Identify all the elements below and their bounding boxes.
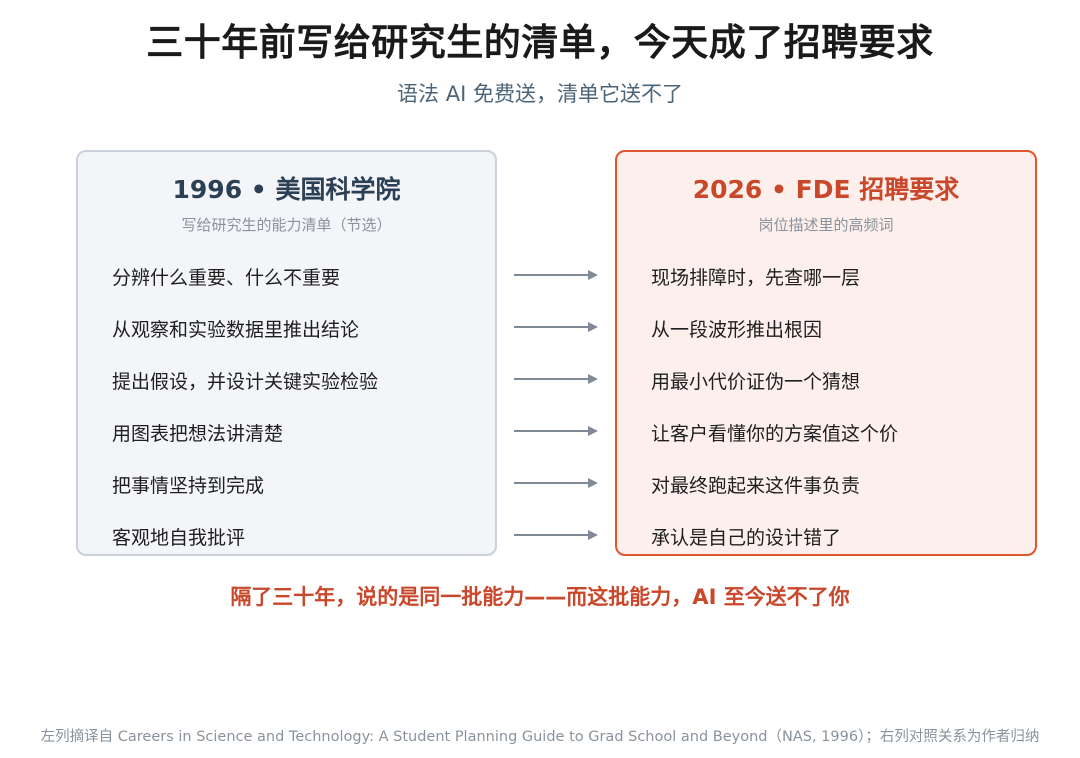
arrow-right-icon bbox=[514, 322, 598, 332]
right-item: 用最小代价证伪一个猜想 bbox=[651, 371, 861, 393]
left-item-list: 分辨什么重要、什么不重要 从观察和实验数据里推出结论 提出假设，并设计关键实验检… bbox=[112, 262, 485, 574]
arrow-right-icon bbox=[514, 374, 598, 384]
source-footnote: 左列摘译自 Careers in Science and Technology:… bbox=[40, 729, 1040, 745]
right-item: 对最终跑起来这件事负责 bbox=[651, 475, 861, 497]
left-item: 把事情坚持到完成 bbox=[112, 475, 265, 497]
left-item: 提出假设，并设计关键实验检验 bbox=[112, 371, 379, 393]
arrow-column bbox=[510, 258, 600, 570]
arrow-right-icon bbox=[514, 478, 598, 488]
left-item: 客观地自我批评 bbox=[112, 527, 246, 549]
right-item: 承认是自己的设计错了 bbox=[651, 527, 842, 549]
right-item-list: 现场排障时，先查哪一层 从一段波形推出根因 用最小代价证伪一个猜想 让客户看懂你… bbox=[651, 262, 1025, 574]
right-item: 让客户看懂你的方案值这个价 bbox=[651, 423, 899, 445]
left-panel-title: 1996 • 美国科学院 bbox=[172, 175, 401, 204]
left-panel: 1996 • 美国科学院 写给研究生的能力清单（节选） 分辨什么重要、什么不重要… bbox=[76, 150, 497, 556]
right-item: 现场排障时，先查哪一层 bbox=[651, 267, 861, 289]
page-subtitle: 语法 AI 免费送，清单它送不了 bbox=[397, 82, 683, 106]
arrow-right-icon bbox=[514, 530, 598, 540]
left-item: 分辨什么重要、什么不重要 bbox=[112, 267, 341, 289]
right-panel: 2026 • FDE 招聘要求 岗位描述里的高频词 现场排障时，先查哪一层 从一… bbox=[615, 150, 1037, 556]
arrow-right-icon bbox=[514, 426, 598, 436]
left-item: 从观察和实验数据里推出结论 bbox=[112, 319, 360, 341]
right-item: 从一段波形推出根因 bbox=[651, 319, 823, 341]
conclusion-text: 隔了三十年，说的是同一批能力——而这批能力，AI 至今送不了你 bbox=[230, 585, 850, 609]
right-panel-title: 2026 • FDE 招聘要求 bbox=[692, 175, 960, 204]
arrow-right-icon bbox=[514, 270, 598, 280]
page-title: 三十年前写给研究生的清单，今天成了招聘要求 bbox=[146, 21, 934, 64]
right-panel-subtitle: 岗位描述里的高频词 bbox=[758, 216, 894, 234]
left-panel-subtitle: 写给研究生的能力清单（节选） bbox=[181, 216, 392, 234]
left-item: 用图表把想法讲清楚 bbox=[112, 423, 284, 445]
